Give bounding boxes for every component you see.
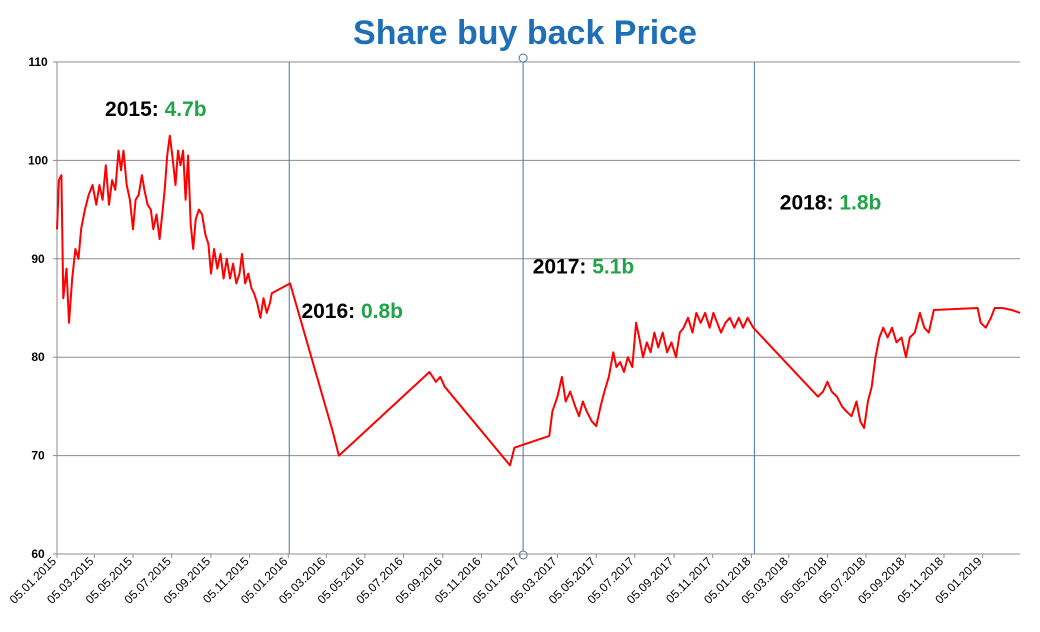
y-tick-label: 90 bbox=[31, 252, 45, 266]
annotation: 2018: 1.8b bbox=[780, 192, 882, 215]
year-dividers bbox=[288, 53, 755, 560]
axes bbox=[56, 62, 1020, 555]
chart-title: Share buy back Price bbox=[353, 14, 697, 52]
annotation: 2017: 5.1b bbox=[533, 256, 635, 279]
y-tick-label: 110 bbox=[28, 55, 48, 69]
y-tick-label: 60 bbox=[31, 547, 45, 561]
annotation: 2015: 4.7b bbox=[105, 98, 207, 121]
annotations: 2015: 4.7b 2016: 0.8b 2017: 5.1b 2018: 1.8b bbox=[105, 98, 881, 323]
y-tick-label: 80 bbox=[31, 350, 45, 364]
plot-area bbox=[56, 134, 1021, 467]
annotation-value: 4.7b bbox=[165, 98, 207, 121]
x-axis-ticks: 05.01.201505.03.201505.05.201505.07.2015… bbox=[7, 554, 985, 607]
y-tick-label: 70 bbox=[31, 449, 45, 463]
divider-handle[interactable] bbox=[518, 550, 528, 560]
annotation-year: 2017: bbox=[533, 256, 593, 279]
annotation-value: 0.8b bbox=[361, 300, 403, 323]
annotation-year: 2016: bbox=[301, 300, 361, 323]
series-line bbox=[56, 134, 1021, 467]
annotation-value: 5.1b bbox=[592, 256, 634, 279]
annotation: 2016: 0.8b bbox=[301, 300, 403, 323]
divider-handle[interactable] bbox=[518, 53, 528, 63]
annotation-year: 2018: bbox=[780, 192, 840, 215]
y-tick-label: 100 bbox=[28, 153, 48, 167]
y-axis-ticks: 60 70 80 90 100 110 bbox=[28, 55, 57, 561]
annotation-year: 2015: bbox=[105, 98, 165, 121]
gridlines bbox=[57, 61, 1020, 457]
annotation-value: 1.8b bbox=[839, 192, 881, 215]
